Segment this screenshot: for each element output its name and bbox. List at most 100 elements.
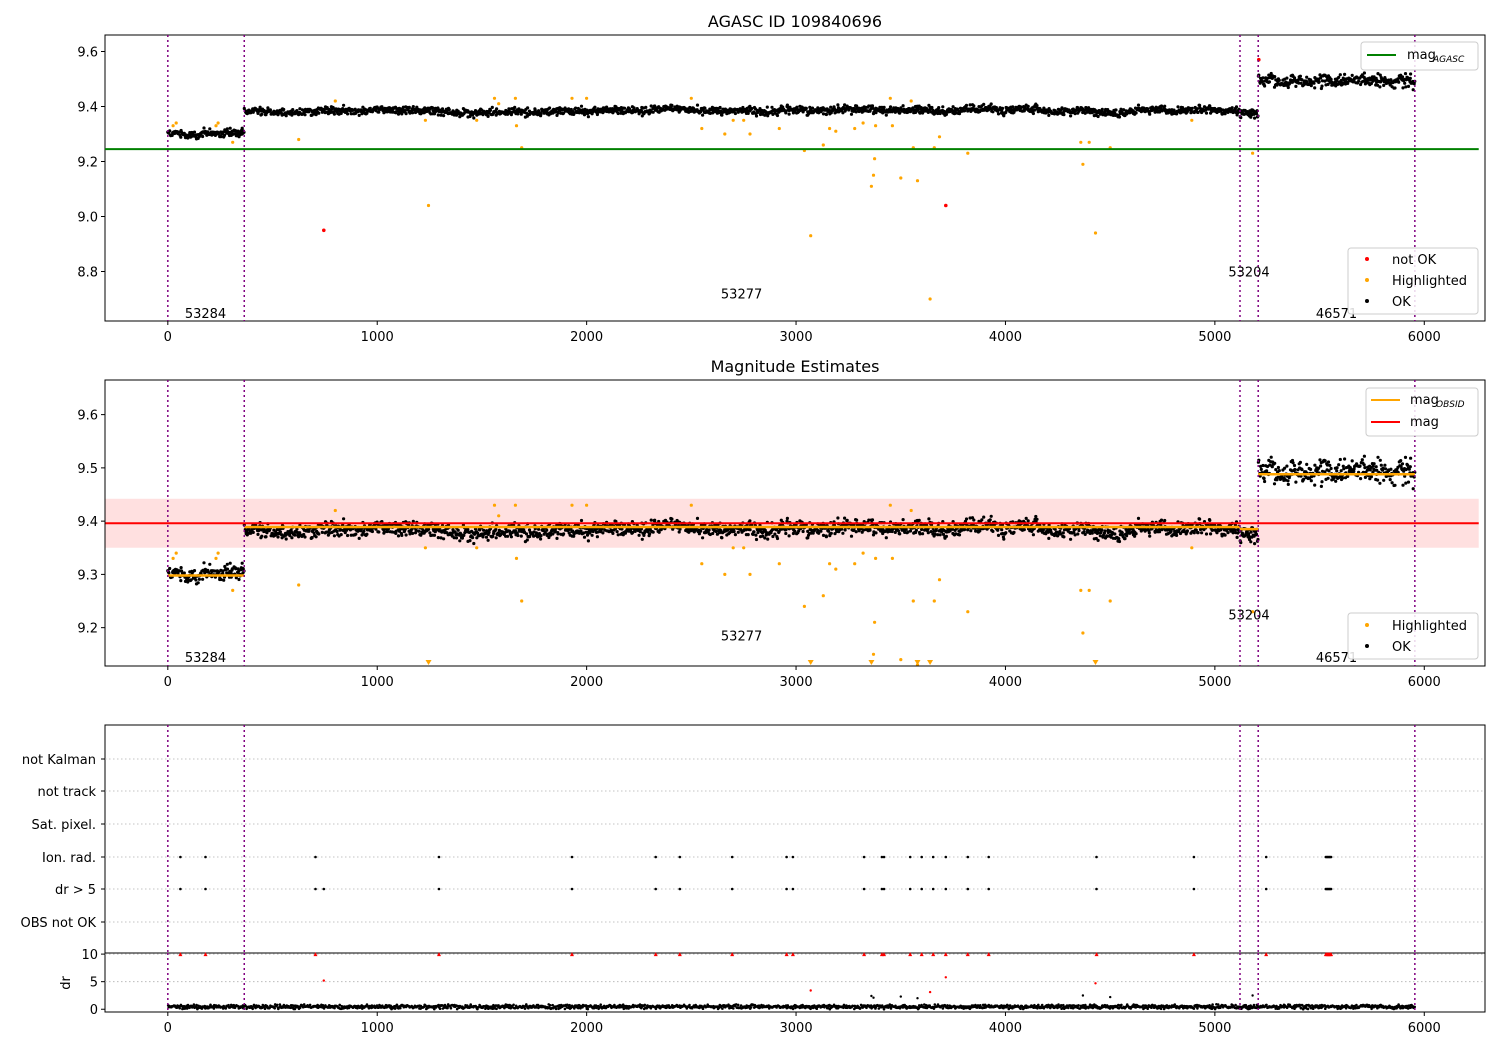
ok-point <box>1383 467 1388 471</box>
ok-point <box>440 107 445 111</box>
ok-point <box>1035 517 1039 521</box>
ok-point <box>1323 459 1327 463</box>
ok-point <box>870 518 875 522</box>
ok-point <box>1318 458 1322 462</box>
ok-point <box>748 528 752 532</box>
ok-point <box>1313 86 1317 90</box>
ok-point <box>404 533 408 537</box>
ok-point <box>382 530 386 534</box>
ok-point <box>703 106 707 110</box>
ok-point <box>854 110 858 114</box>
x-tick-label: 0 <box>164 330 172 345</box>
highlighted-point <box>828 126 832 131</box>
ok-point <box>1047 536 1051 541</box>
ok-point <box>593 105 597 109</box>
ok-point <box>495 107 499 111</box>
ok-point <box>855 518 859 522</box>
ok-point <box>1096 538 1100 543</box>
ok-point <box>765 105 769 109</box>
ok-point <box>1261 76 1265 80</box>
ok-point <box>1293 467 1297 472</box>
ok-point <box>240 126 244 130</box>
ok-point <box>494 527 498 532</box>
ok-point <box>1206 107 1210 111</box>
ok-point <box>1100 107 1104 111</box>
ok-point <box>827 529 831 533</box>
ok-point <box>793 529 797 533</box>
ok-point <box>1158 530 1162 534</box>
ok-point <box>1101 533 1105 538</box>
highlighted-point <box>834 567 838 571</box>
ok-point <box>1302 477 1306 481</box>
plot-frame <box>104 379 1486 667</box>
ok-point <box>1376 72 1380 76</box>
ok-point <box>819 529 823 533</box>
highlighted-point <box>333 99 337 103</box>
ok-point <box>906 110 910 114</box>
ok-point <box>1233 528 1237 532</box>
ok-point <box>746 533 750 537</box>
ok-point <box>312 531 316 535</box>
x-tick-label: 1000 <box>361 675 394 690</box>
ok-point <box>291 108 295 112</box>
highlighted-point <box>861 121 865 125</box>
ok-point <box>186 578 190 582</box>
ok-point <box>1073 533 1077 537</box>
ok-point <box>1363 466 1367 470</box>
ok-point <box>516 112 520 116</box>
ok-point <box>1329 466 1333 471</box>
ok-point <box>494 536 498 540</box>
legend-label-main: mag <box>1410 393 1439 408</box>
ok-point <box>265 531 269 535</box>
ok-point <box>237 569 241 573</box>
ok-point <box>354 532 358 536</box>
ok-point <box>948 529 952 533</box>
ok-point <box>436 113 440 117</box>
ok-point <box>332 534 336 538</box>
ok-point <box>442 537 446 541</box>
legend-label: Highlighted <box>1392 274 1467 289</box>
highlighted-point <box>171 556 175 561</box>
ok-point <box>1406 463 1410 467</box>
ok-point <box>196 581 200 585</box>
ok-point <box>1292 463 1297 468</box>
ok-point <box>1035 104 1039 108</box>
ok-point <box>410 527 414 531</box>
ok-point <box>1309 475 1314 479</box>
ok-point <box>639 109 644 113</box>
dr-point <box>227 1003 230 1007</box>
below-range-marker <box>425 660 432 665</box>
ok-point <box>595 112 600 117</box>
ok-point <box>264 535 268 539</box>
highlighted-point <box>748 132 752 136</box>
legend-marker <box>1365 623 1369 627</box>
ok-point <box>310 113 314 117</box>
ok-point <box>651 110 655 114</box>
ok-point <box>670 103 674 107</box>
ok-point <box>1320 79 1325 83</box>
ok-point <box>1319 484 1323 488</box>
ok-point <box>733 111 738 116</box>
ok-point <box>1294 480 1298 484</box>
ok-point <box>1317 466 1321 470</box>
ok-point <box>840 527 844 531</box>
x-tick-label: 6000 <box>1408 330 1441 345</box>
ok-point <box>989 514 993 518</box>
flag-point <box>908 887 912 891</box>
ok-point <box>179 135 183 139</box>
ok-point <box>918 532 922 536</box>
ok-point <box>419 533 423 537</box>
highlighted-point <box>1079 588 1083 593</box>
ok-point <box>824 535 829 539</box>
ok-point <box>1204 111 1209 115</box>
flag-point <box>1329 887 1333 891</box>
ok-point <box>1403 72 1408 76</box>
ok-point <box>1196 531 1200 535</box>
ok-point <box>1223 533 1227 537</box>
highlighted-point <box>333 508 337 513</box>
ok-point <box>926 110 930 114</box>
ok-point <box>940 530 944 534</box>
ok-point <box>921 111 925 115</box>
ok-point <box>733 533 738 537</box>
